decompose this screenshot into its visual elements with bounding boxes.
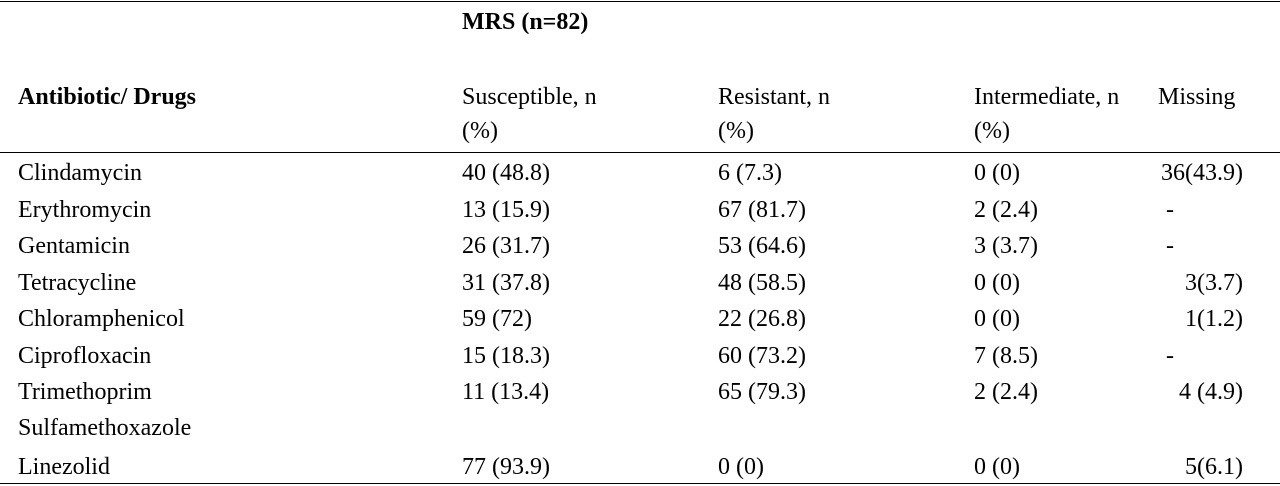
table-cell: - xyxy=(1166,342,1174,369)
bottom-rule xyxy=(0,483,1280,484)
table-cell: 0 (0) xyxy=(974,306,1020,332)
table-cell: 22 (26.8) xyxy=(718,306,806,332)
table-cell: 3(3.7) xyxy=(1185,269,1243,296)
table-cell: - xyxy=(1166,233,1174,259)
group-header: MRS (n=82) xyxy=(462,9,589,35)
table-cell: 15 (18.3) xyxy=(462,342,550,369)
table-cell: 6 (7.3) xyxy=(718,160,782,186)
column-header: Missing xyxy=(1158,84,1236,110)
column-header: Antibiotic/ Drugs xyxy=(18,84,197,110)
table-cell: 7 (8.5) xyxy=(974,342,1038,369)
table-cell: 0 (0) xyxy=(974,454,1020,480)
drug-name: Erythromycin xyxy=(18,196,152,223)
column-header: Resistant, n (%) xyxy=(718,84,830,144)
table-cell: 77 (93.9) xyxy=(462,454,550,480)
drug-name: Trimethoprim Sulfamethoxazole xyxy=(18,379,192,441)
table-cell: 5(6.1) xyxy=(1185,454,1243,480)
header-rule xyxy=(0,152,1280,153)
table-cell: 26 (31.7) xyxy=(462,233,550,259)
table-cell: 4 (4.9) xyxy=(1179,379,1243,405)
table-cell: 13 (15.9) xyxy=(462,196,550,223)
table-cell: 0 (0) xyxy=(974,269,1020,296)
table-cell: 11 (13.4) xyxy=(462,379,550,405)
drug-name: Tetracycline xyxy=(18,269,137,296)
table-cell: 60 (73.2) xyxy=(718,342,806,369)
drug-name: Linezolid xyxy=(18,454,110,480)
drug-name: Ciprofloxacin xyxy=(18,342,152,369)
table-cell: 59 (72) xyxy=(462,306,532,332)
drug-name: Chloramphenicol xyxy=(18,306,185,332)
table-cell: 2 (2.4) xyxy=(974,196,1038,223)
table-cell: 36(43.9) xyxy=(1161,160,1243,186)
table-cell: 40 (48.8) xyxy=(462,160,550,186)
drug-name: Clindamycin xyxy=(18,160,142,186)
table-cell: 0 (0) xyxy=(718,454,764,480)
table-cell: 31 (37.8) xyxy=(462,269,550,296)
table-cell: - xyxy=(1166,196,1174,223)
table-cell: 0 (0) xyxy=(974,160,1020,186)
table-cell: 53 (64.6) xyxy=(718,233,806,259)
table-cell: 3 (3.7) xyxy=(974,233,1038,259)
column-header: Susceptible, n (%) xyxy=(462,84,597,144)
top-rule xyxy=(0,1,1280,2)
table-cell: 67 (81.7) xyxy=(718,196,806,223)
table-cell: 1(1.2) xyxy=(1185,306,1243,332)
table-cell: 48 (58.5) xyxy=(718,269,806,296)
table-cell: 2 (2.4) xyxy=(974,379,1038,405)
drug-name: Gentamicin xyxy=(18,233,130,259)
table-cell: 65 (79.3) xyxy=(718,379,806,405)
column-header: Intermediate, n (%) xyxy=(974,84,1120,144)
